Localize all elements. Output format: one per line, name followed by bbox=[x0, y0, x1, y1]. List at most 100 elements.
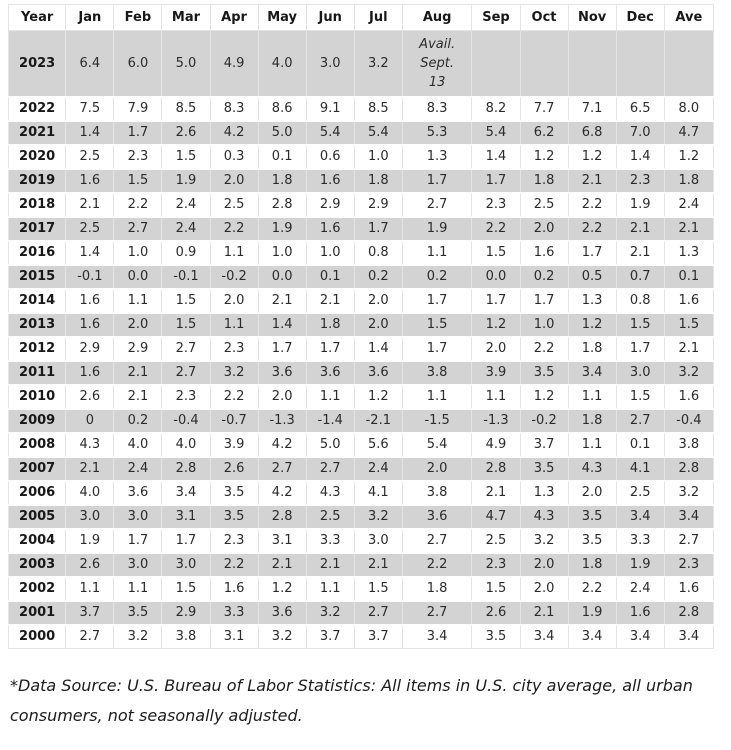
value-cell: 1.9 bbox=[401, 217, 472, 242]
table-row-2006: 2006 4.0 3.6 3.4 3.5 4.2 4.3 4.1 3.8 2.1 1.3 2.0 2.5… bbox=[7, 481, 714, 506]
value-cell: 1.4 bbox=[353, 337, 403, 362]
value-cell: -0.7 bbox=[209, 409, 259, 434]
table-row-2003: 2003 2.6 3.0 3.0 2.2 2.1 2.1 2.1 2.2 2.3 2.0 1.8 1.9… bbox=[7, 553, 714, 578]
value-cell: 3.3 bbox=[615, 529, 665, 554]
year-cell: 2012 bbox=[7, 337, 66, 362]
value-cell: 4.1 bbox=[353, 481, 403, 506]
value-cell: 1.6 bbox=[615, 601, 665, 626]
inflation-rate-table: Year Jan Feb Mar Apr May Jun Jul Aug Sep Oct Nov Dec… bbox=[7, 4, 714, 649]
value-cell: 1.8 bbox=[401, 577, 472, 602]
value-cell: 2.9 bbox=[65, 337, 114, 362]
value-cell: 4.0 bbox=[113, 433, 162, 458]
value-cell: 2.5 bbox=[209, 193, 259, 218]
value-cell: 5.3 bbox=[401, 121, 472, 146]
value-cell: 1.7 bbox=[161, 529, 211, 554]
value-cell: 0.2 bbox=[401, 265, 472, 290]
value-cell: 3.5 bbox=[519, 361, 569, 386]
value-cell: 1.0 bbox=[257, 241, 307, 266]
year-cell: 2014 bbox=[7, 289, 66, 314]
value-cell: 1.7 bbox=[471, 289, 520, 314]
value-cell: 2.7 bbox=[65, 625, 114, 649]
value-cell: 2.3 bbox=[471, 553, 520, 578]
year-cell: 2007 bbox=[7, 457, 66, 482]
value-cell: 2.6 bbox=[161, 121, 211, 146]
value-cell: 4.2 bbox=[209, 121, 259, 146]
value-cell: -0.2 bbox=[209, 265, 259, 290]
value-cell: 3.6 bbox=[401, 505, 472, 530]
column-header-sep: Sep bbox=[471, 4, 520, 31]
value-cell: 4.1 bbox=[615, 457, 665, 482]
value-cell: 3.8 bbox=[663, 433, 714, 458]
value-cell: 4.7 bbox=[471, 505, 520, 530]
value-cell: 2.7 bbox=[257, 457, 307, 482]
value-cell: 1.0 bbox=[305, 241, 355, 266]
value-cell: -0.1 bbox=[65, 265, 114, 290]
value-cell: 2.0 bbox=[113, 313, 162, 338]
value-cell: 1.5 bbox=[401, 313, 472, 338]
year-cell: 2016 bbox=[7, 241, 66, 266]
table-row-2019: 2019 1.6 1.5 1.9 2.0 1.8 1.6 1.8 1.7 1.7 1.8 2.1 2.3… bbox=[7, 169, 714, 194]
value-cell: 1.7 bbox=[401, 289, 472, 314]
value-cell: 1.6 bbox=[519, 241, 569, 266]
value-cell: 1.0 bbox=[519, 313, 569, 338]
value-cell: 1.7 bbox=[401, 337, 472, 362]
value-cell: 2.1 bbox=[65, 193, 114, 218]
value-cell: -1.3 bbox=[257, 409, 307, 434]
value-cell: 3.2 bbox=[663, 481, 714, 506]
table-row-2018: 2018 2.1 2.2 2.4 2.5 2.8 2.9 2.9 2.7 2.3 2.5 2.2 1.9… bbox=[7, 193, 714, 218]
table-row-2005: 2005 3.0 3.0 3.1 3.5 2.8 2.5 3.2 3.6 4.7 4.3 3.5 3.4… bbox=[7, 505, 714, 530]
value-cell: 4.2 bbox=[257, 433, 307, 458]
table-row-2021: 2021 1.4 1.7 2.6 4.2 5.0 5.4 5.4 5.3 5.4 6.2 6.8 7.0… bbox=[7, 121, 714, 146]
value-cell: 3.0 bbox=[353, 529, 403, 554]
value-cell: 1.2 bbox=[353, 385, 403, 410]
value-cell: 3.3 bbox=[305, 529, 355, 554]
table-row-2000: 2000 2.7 3.2 3.8 3.1 3.2 3.7 3.7 3.4 3.5 3.4 3.4 3.4… bbox=[7, 625, 714, 649]
value-cell: 2.2 bbox=[209, 553, 259, 578]
table-row-2020: 2020 2.5 2.3 1.5 0.3 0.1 0.6 1.0 1.3 1.4 1.2 1.2 1.4… bbox=[7, 145, 714, 170]
value-cell: 1.5 bbox=[471, 241, 520, 266]
value-cell: 7.1 bbox=[567, 97, 617, 122]
value-cell: 1.7 bbox=[113, 121, 162, 146]
table-body: 2023 6.4 6.0 5.0 4.9 4.0 3.0 3.2 Avail. Sept. 13… bbox=[7, 30, 714, 649]
table-row-2010: 2010 2.6 2.1 2.3 2.2 2.0 1.1 1.2 1.1 1.1 1.2 1.1 1.5… bbox=[7, 385, 714, 410]
value-cell: 2.0 bbox=[567, 481, 617, 506]
value-cell bbox=[567, 30, 617, 98]
value-cell: 1.8 bbox=[567, 409, 617, 434]
value-cell: 3.4 bbox=[663, 625, 714, 649]
value-cell: 0.9 bbox=[161, 241, 211, 266]
value-cell: 3.6 bbox=[353, 361, 403, 386]
value-cell: 3.6 bbox=[257, 601, 307, 626]
value-cell: 0.1 bbox=[257, 145, 307, 170]
value-cell: 1.8 bbox=[663, 169, 714, 194]
value-cell: 1.1 bbox=[113, 577, 162, 602]
column-header-apr: Apr bbox=[209, 4, 259, 31]
table-row-2013: 2013 1.6 2.0 1.5 1.1 1.4 1.8 2.0 1.5 1.2 1.0 1.2 1.5… bbox=[7, 313, 714, 338]
value-cell: 2.8 bbox=[257, 505, 307, 530]
value-cell: 2.7 bbox=[615, 409, 665, 434]
value-cell: -1.5 bbox=[401, 409, 472, 434]
table-header: Year Jan Feb Mar Apr May Jun Jul Aug Sep Oct Nov Dec… bbox=[7, 4, 714, 31]
value-cell: 3.7 bbox=[353, 625, 403, 649]
value-cell: 2.5 bbox=[65, 217, 114, 242]
value-cell bbox=[519, 30, 569, 98]
value-cell: 3.2 bbox=[257, 625, 307, 649]
value-cell: 1.6 bbox=[305, 217, 355, 242]
value-cell: 1.1 bbox=[567, 433, 617, 458]
value-cell: 3.8 bbox=[401, 361, 472, 386]
data-source-footnote: *Data Source: U.S. Bureau of Labor Stati… bbox=[10, 676, 693, 725]
header-row: Year Jan Feb Mar Apr May Jun Jul Aug Sep Oct Nov Dec… bbox=[7, 4, 714, 31]
value-cell: 3.1 bbox=[209, 625, 259, 649]
value-cell: 1.0 bbox=[113, 241, 162, 266]
value-cell: 2.2 bbox=[209, 385, 259, 410]
value-cell bbox=[663, 30, 714, 98]
value-cell: 3.7 bbox=[519, 433, 569, 458]
value-cell: 1.6 bbox=[663, 289, 714, 314]
value-cell: 2.7 bbox=[401, 601, 472, 626]
value-cell: 3.2 bbox=[305, 601, 355, 626]
value-cell: 3.5 bbox=[519, 457, 569, 482]
table-row-2008: 2008 4.3 4.0 4.0 3.9 4.2 5.0 5.6 5.4 4.9 3.7 1.1 0.1… bbox=[7, 433, 714, 458]
value-cell: 1.4 bbox=[65, 121, 114, 146]
value-cell: 1.7 bbox=[113, 529, 162, 554]
value-cell: 3.1 bbox=[161, 505, 211, 530]
value-cell: 1.1 bbox=[401, 241, 472, 266]
